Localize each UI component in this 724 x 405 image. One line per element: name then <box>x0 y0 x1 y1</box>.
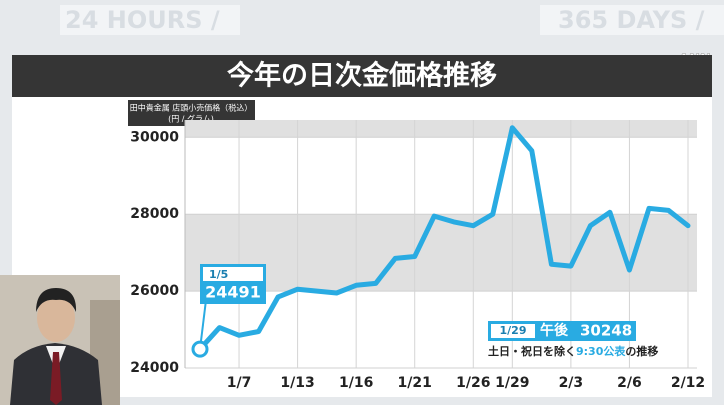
bg-panel <box>60 5 240 35</box>
x-tick-label: 2/3 <box>559 375 584 391</box>
peak-value: 30248 <box>580 322 632 340</box>
shaded-band <box>185 120 697 138</box>
note-part: 9:30公表 <box>576 344 626 358</box>
chart-title: 今年の日次金価格推移 <box>227 60 497 92</box>
y-tick-label: 28000 <box>130 206 179 222</box>
peak-date: 1/29 <box>500 324 527 337</box>
note-part: の推移 <box>625 344 658 358</box>
x-tick-label: 2/12 <box>671 375 705 391</box>
callout-inner <box>203 267 263 281</box>
bg-panel <box>540 5 724 35</box>
plot: 24000 26000 28000 30000 1/7 1/13 1/16 1/21 1/26 1… <box>130 120 705 391</box>
x-tick-label: 1/26 <box>456 375 490 391</box>
x-tick-label: 1/13 <box>280 375 314 391</box>
bg-text: 365 DAYS / <box>558 6 705 34</box>
callout-date: 1/5 <box>209 268 228 281</box>
unit-sublabel: (円 / グラム) <box>168 114 214 124</box>
y-tick-label: 30000 <box>130 129 179 145</box>
presenter-inset <box>0 275 120 405</box>
title-bar <box>12 55 712 97</box>
x-tick-label: 1/29 <box>495 375 529 391</box>
start-marker <box>191 340 209 358</box>
bg-text: 24 HOURS / <box>65 6 220 34</box>
callout-value: 24491 <box>205 283 261 302</box>
note-part: 土日・祝日を除く <box>488 344 576 358</box>
x-tick-label: 1/7 <box>227 375 252 391</box>
inset-tie <box>50 352 62 405</box>
peak-time: 午後 <box>540 322 569 339</box>
shaded-band <box>185 214 697 292</box>
unit-label: 田中貴金属 店頭小売価格（税込） <box>130 103 253 113</box>
note: 土日・祝日を除く9:30公表の推移 <box>488 344 658 358</box>
peak-date-box <box>491 324 535 338</box>
y-tick-label: 24000 <box>130 360 179 376</box>
inset-hair <box>36 288 77 312</box>
y-tick-label: 26000 <box>130 283 179 299</box>
x-tick-label: 1/16 <box>339 375 373 391</box>
x-tick-label: 2/6 <box>617 375 642 391</box>
price-line <box>197 125 691 352</box>
x-tick-label: 1/21 <box>398 375 432 391</box>
inset-face <box>37 294 75 342</box>
